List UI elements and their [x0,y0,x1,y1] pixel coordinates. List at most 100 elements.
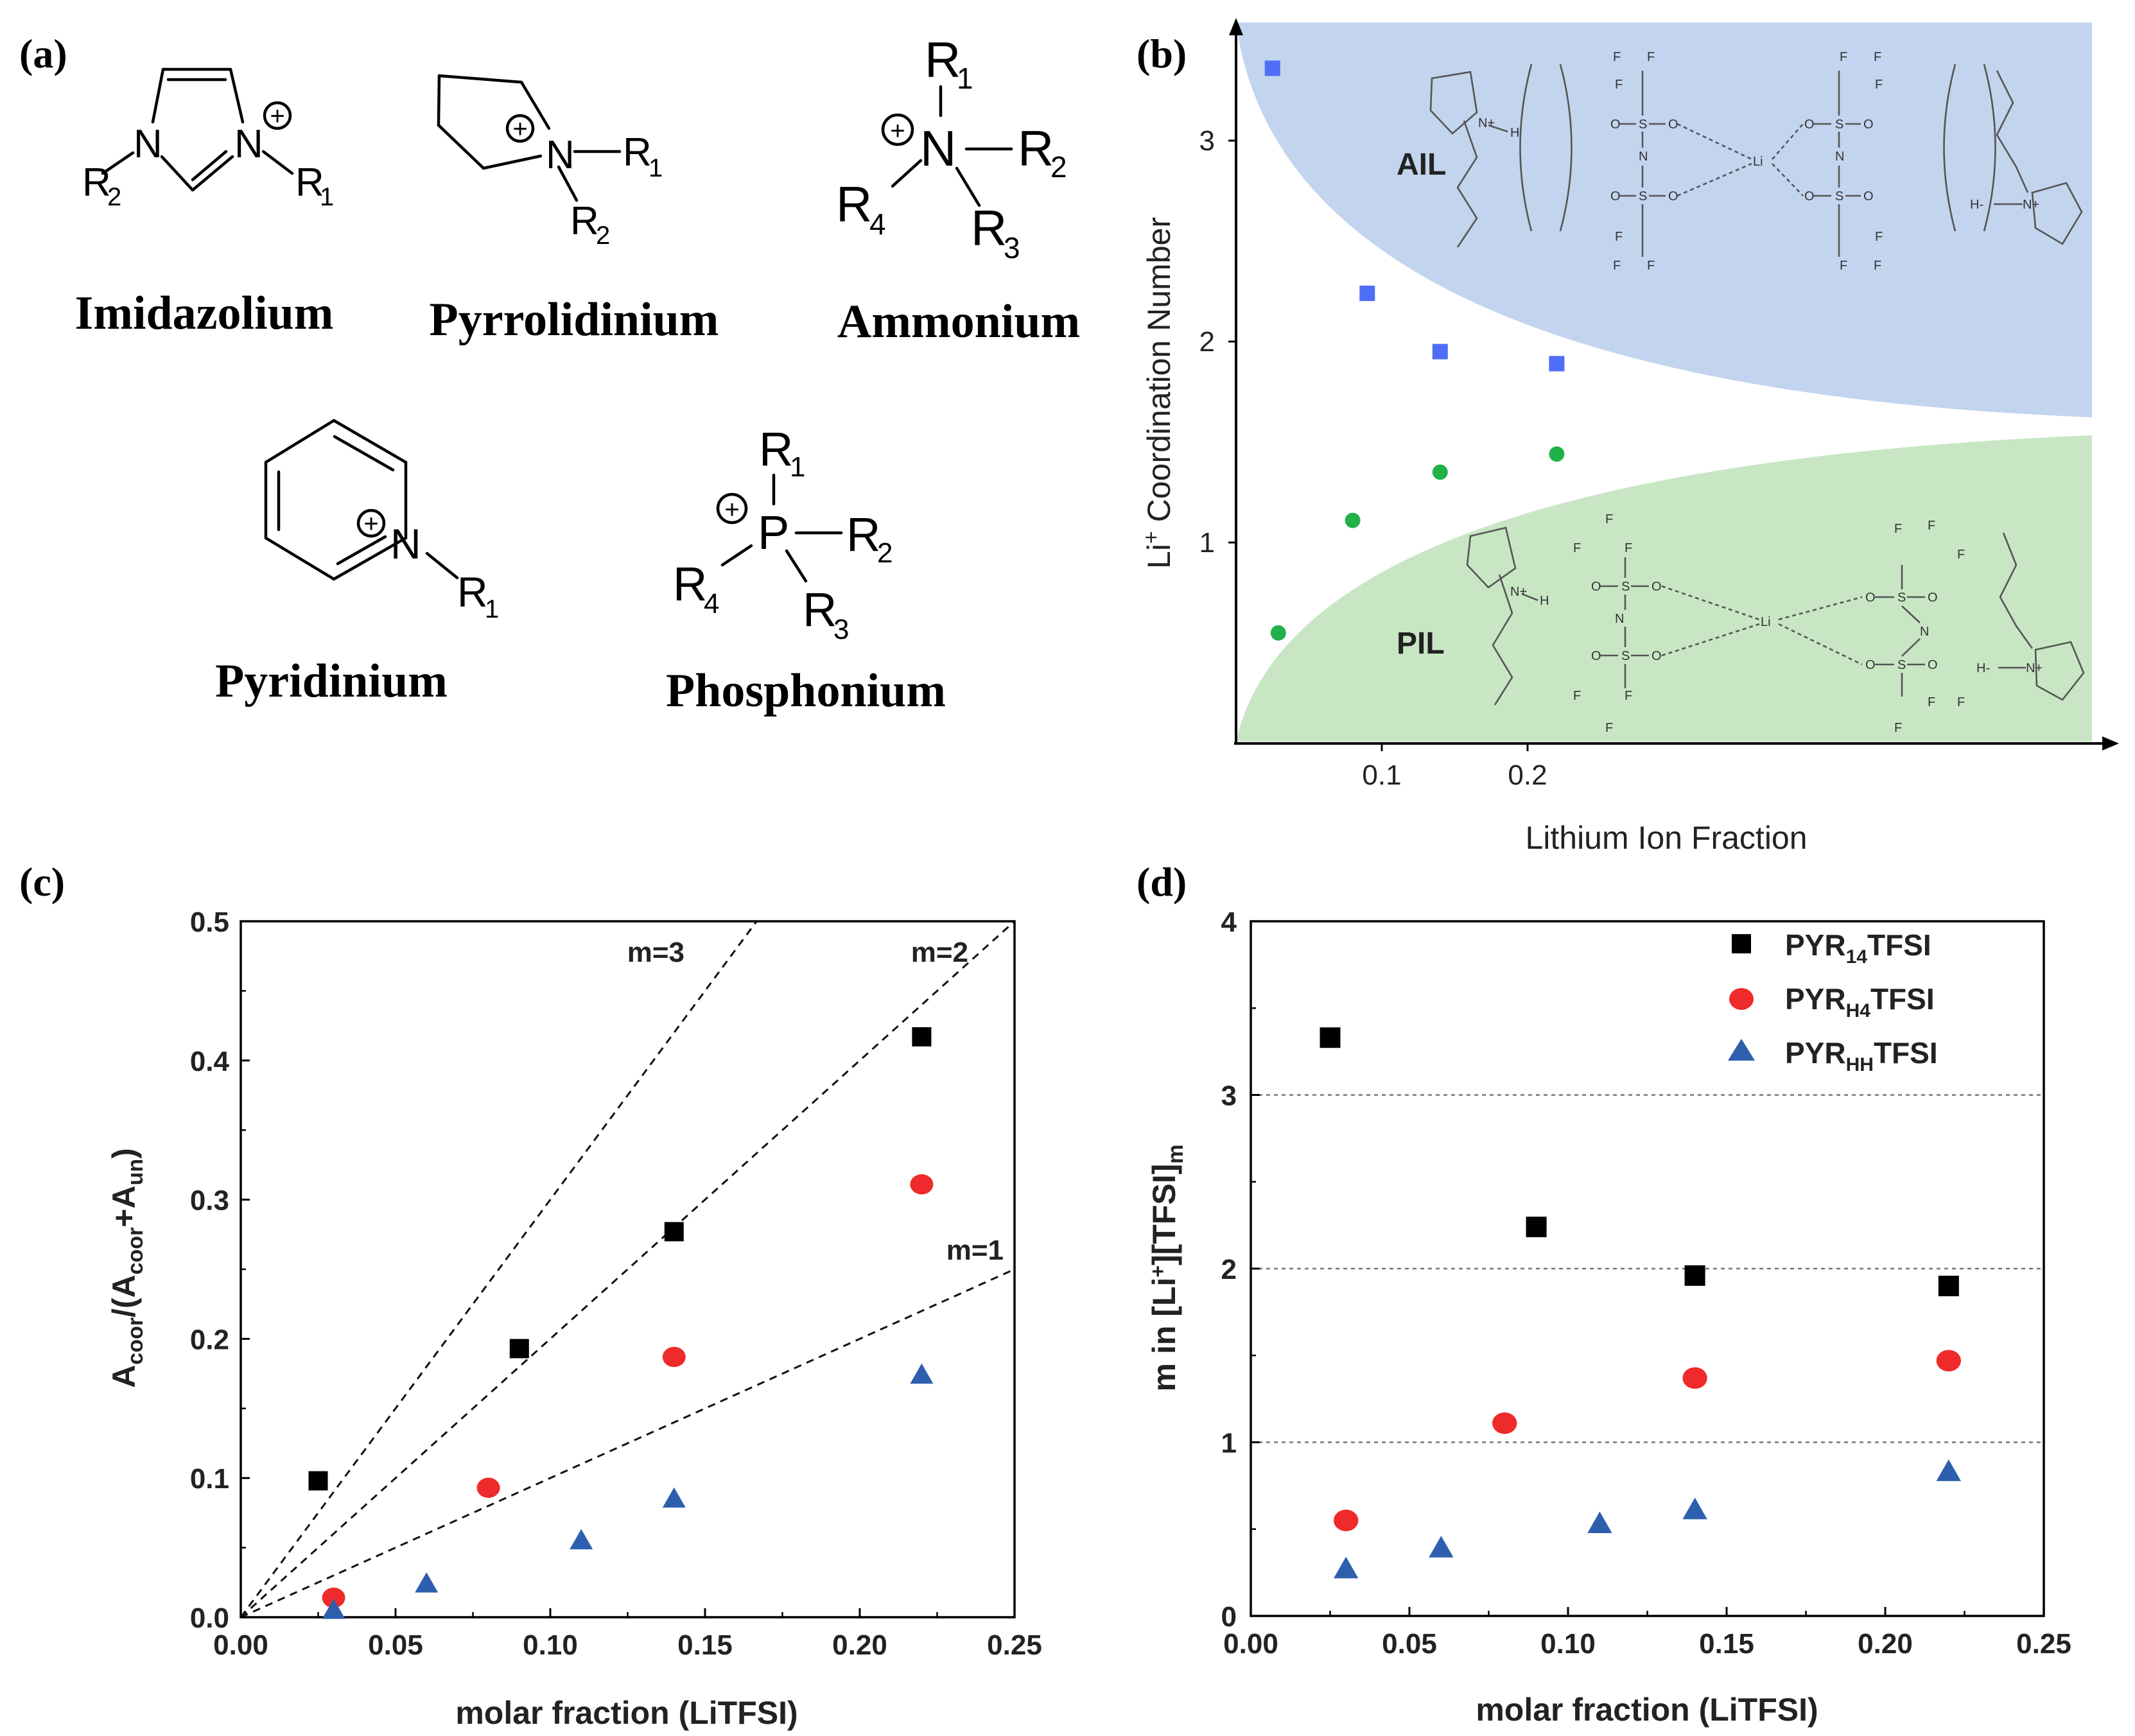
y-tick-label: 2 [1199,326,1215,358]
line-label-m1: m=1 [946,1235,1004,1266]
atom-label: N+ [2026,661,2043,675]
imidazolium-structure: N N + R 2 R 1 [82,67,334,211]
atom-label: F [1573,689,1581,703]
pil-point [1549,446,1565,462]
atom-label: F [1957,548,1965,562]
data-point-triangle [1334,1556,1359,1579]
atom-label: F [1874,259,1881,273]
data-point-square [912,1027,932,1046]
data-point-triangle [1587,1511,1612,1534]
atom-label: S [1639,117,1647,132]
atom-label: F [1605,512,1613,526]
y-axis-arrow-icon [1229,18,1243,35]
legend-entry: PYRHHTFSI [1785,1036,1938,1075]
atom-label: O [1863,117,1874,132]
atom-label: F [1625,541,1632,555]
group-r: R [82,161,111,205]
atom-n: N [390,520,421,568]
charge-sign: + [270,102,284,130]
y-axis-title-li: Li [1141,544,1177,569]
subscript: 1 [649,154,663,182]
pil-point [1270,625,1286,641]
data-point-triangle [1429,1536,1454,1558]
atom-label: N [1835,150,1844,164]
atom-label: F [1647,259,1655,273]
tfsi-anion-sketch: F F F O S O N O S O F F F [1610,50,1678,273]
pil-point [1345,512,1361,528]
ail-point [1264,60,1280,76]
y-tick-label: 0.2 [190,1324,229,1355]
group-r: R [759,422,793,476]
data-point-triangle [415,1572,439,1593]
x-axis-title: molar fraction (LiTFSI) [455,1695,797,1731]
y-tick-label: 0.5 [190,907,229,938]
data-point-square [308,1471,328,1491]
subscript: 3 [833,614,849,645]
y-tick-label: 3 [1199,125,1215,157]
atom-label: O [1928,658,1938,672]
legend-post: TFSI [1874,1036,1938,1070]
subscript: 1 [790,451,805,483]
panel-label-d: (d) [1137,859,1187,905]
atom-label: O [1610,189,1621,204]
region-label-pil: PIL [1397,627,1445,661]
y-tick-label: 0.1 [190,1463,229,1495]
subscript: 4 [704,588,719,620]
panel-label-a: (a) [19,31,67,76]
x-tick-label: 0.25 [2016,1628,2071,1660]
legend-entry: PYR14TFSI [1785,928,1931,968]
data-point-triangle [570,1529,593,1550]
x-tick-label: 0.1 [1362,759,1401,791]
ail-point [1359,285,1375,301]
x-axis-title: Lithium Ion Fraction [1525,820,1807,856]
atom-label: S [1621,649,1630,663]
panel-c: 0.00 0.05 0.10 0.15 0.20 0.25 0.0 0.1 0.2 0.3 0.4 0… [106,907,1042,1731]
data-point-circle [1682,1367,1707,1389]
data-point-triangle [1682,1497,1707,1520]
pil-point [1432,464,1448,480]
atom-label: Li [1761,615,1771,629]
atom-label: H- [1970,198,1983,212]
y-title-part: ) [106,1148,142,1159]
y-title-sup: + [1146,1265,1169,1278]
legend-entry: PYRH4TFSI [1785,982,1935,1021]
atom-label: S [1835,117,1843,132]
data-point-circle [662,1346,686,1367]
data-point-triangle [662,1487,686,1508]
y-title-sub: coor [123,1228,148,1275]
b-axis-ticks: 0.1 0.2 1 2 3 [1199,125,1547,791]
legend-pre: PYR [1785,982,1846,1016]
x-tick-label: 0.10 [1540,1628,1596,1660]
atom-label: F [1613,259,1621,273]
data-point-square [1684,1265,1705,1286]
atom-label: F [1615,230,1623,244]
charge-sign: + [724,496,739,524]
data-point-circle [1334,1509,1359,1532]
pil-complex-sketch: N+ H F F F O S O N O S O F F F [1466,512,2085,735]
pyrrolidinium-structure: N + R 1 R 2 [437,74,663,250]
positive-charge-icon [356,508,386,538]
y-axis-title-rest: Coordination Number [1141,217,1177,531]
x-tick-label: 0.20 [832,1629,887,1661]
x-tick-label: 0.00 [213,1629,268,1661]
panel-a: N N + R 2 R 1 Imidazolium N + R 1 R 2 [75,31,1081,717]
atom-label: S [1897,658,1906,672]
reference-line [241,921,758,1617]
reference-line [241,921,1015,1617]
positive-charge-icon [505,114,535,143]
legend-post: TFSI [1870,982,1935,1016]
atom-label: N [1920,625,1929,639]
atom-label: O [1804,117,1815,132]
y-title-sub: m [1163,1145,1188,1164]
panel-label-b: (b) [1137,31,1187,76]
region-label-ail: AIL [1397,148,1446,182]
y-tick-label: 0.0 [190,1602,229,1634]
ail-point [1432,343,1448,360]
atom-label: S [1897,591,1906,605]
atom-label: F [1615,78,1623,92]
atom-label: O [1591,649,1601,663]
tfsi-anion-sketch: F F F O S O N O S O F F F [1804,50,1883,273]
atom-label: O [1863,189,1874,204]
data-point-circle [910,1174,934,1195]
panel-label-c: (c) [19,859,65,905]
